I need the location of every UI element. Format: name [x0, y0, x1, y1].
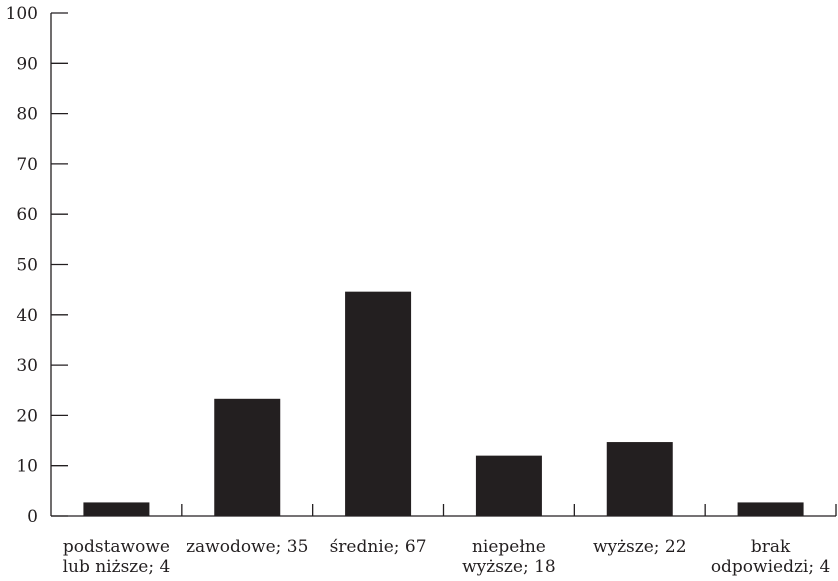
- x-category-label: zawodowe; 35: [186, 537, 308, 557]
- y-tick-label: 90: [16, 54, 38, 74]
- y-tick-label: 20: [16, 406, 38, 426]
- x-category-label: niepełne wyższe; 18: [462, 537, 556, 577]
- y-tick-label: 40: [16, 306, 38, 326]
- x-category-label: średnie; 67: [330, 537, 427, 557]
- y-tick-label: 30: [16, 356, 38, 376]
- x-category-label: brak odpowiedzi; 4: [711, 537, 831, 577]
- y-tick-label: 0: [27, 507, 38, 527]
- y-tick-label: 70: [16, 155, 38, 175]
- bar: [737, 502, 804, 516]
- x-category-label: podstawowe lub niższe; 4: [63, 537, 171, 577]
- y-tick-label: 10: [16, 457, 38, 477]
- y-tick-label: 60: [16, 205, 38, 225]
- bar: [475, 455, 542, 516]
- bar: [606, 442, 673, 516]
- x-category-label: wyższe; 22: [593, 537, 687, 557]
- y-tick-label: 50: [16, 256, 38, 276]
- bar: [214, 398, 281, 516]
- y-tick-label: 100: [6, 4, 38, 24]
- bar: [345, 291, 412, 516]
- bar: [83, 502, 150, 516]
- y-tick-label: 80: [16, 105, 38, 125]
